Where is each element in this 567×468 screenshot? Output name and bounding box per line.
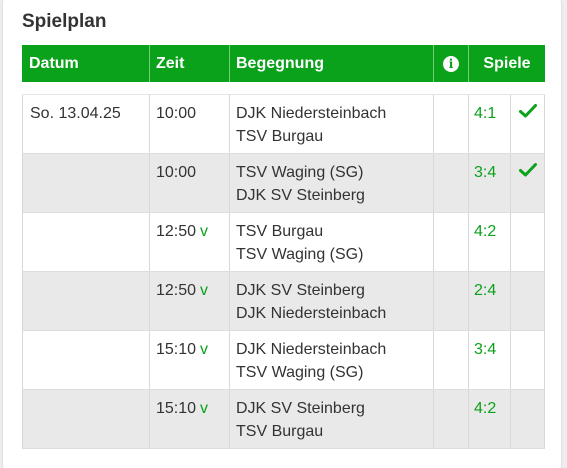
schedule-table: Datum Zeit Begegnung i Spiele So. 13.04.…: [22, 45, 545, 449]
cell-datum: [22, 154, 149, 212]
away-team: TSV Burgau: [236, 128, 324, 145]
cell-score[interactable]: 4:2: [468, 213, 510, 271]
away-team: DJK Niedersteinbach: [236, 305, 387, 322]
cell-zeit: 12:50 v: [149, 213, 229, 271]
table-row[interactable]: 10:00 TSV Waging (SG) DJK SV Steinberg 3:…: [22, 154, 545, 213]
header-spiele: Spiele: [468, 45, 545, 82]
checkmark-icon: [518, 104, 537, 118]
table-row[interactable]: So. 13.04.25 10:00 DJK Niedersteinbach TS…: [22, 95, 545, 154]
cell-begegnung: TSV Waging (SG) DJK SV Steinberg: [229, 154, 433, 212]
table-body: So. 13.04.25 10:00 DJK Niedersteinbach TS…: [22, 95, 545, 449]
time-label: 15:10: [156, 400, 197, 417]
cell-score[interactable]: 4:2: [468, 390, 510, 448]
cell-datum: So. 13.04.25: [22, 95, 149, 153]
table-row[interactable]: 15:10 v DJK SV Steinberg TSV Burgau 4:2: [22, 390, 545, 449]
away-team: TSV Waging (SG): [236, 364, 364, 381]
cell-begegnung: DJK Niedersteinbach TSV Burgau: [229, 95, 433, 153]
cell-status: [510, 154, 545, 212]
table-row[interactable]: 12:50 v DJK SV Steinberg DJK Niedersteinba…: [22, 272, 545, 331]
header-begegnung: Begegnung: [229, 45, 433, 82]
schedule-card: Spielplan Datum Zeit Begegnung i Spiele …: [3, 0, 561, 468]
cell-status: [510, 390, 545, 448]
cell-score[interactable]: 3:4: [468, 154, 510, 212]
cell-score[interactable]: 4:1: [468, 95, 510, 153]
cell-datum: [22, 331, 149, 389]
cell-info: [433, 213, 468, 271]
time-label: 10:00: [156, 164, 197, 181]
table-header: Datum Zeit Begegnung i Spiele: [22, 45, 545, 82]
cell-zeit: 10:00: [149, 95, 229, 153]
info-icon[interactable]: i: [443, 55, 459, 72]
away-team: DJK SV Steinberg: [236, 187, 365, 204]
away-team: TSV Waging (SG): [236, 246, 364, 263]
cell-zeit: 15:10 v: [149, 390, 229, 448]
cell-info: [433, 95, 468, 153]
cell-begegnung: DJK Niedersteinbach TSV Waging (SG): [229, 331, 433, 389]
header-info[interactable]: i: [433, 45, 468, 82]
cell-status: [510, 95, 545, 153]
cell-info: [433, 154, 468, 212]
cell-zeit: 12:50 v: [149, 272, 229, 330]
header-spacer: [22, 82, 545, 95]
time-label: 12:50: [156, 223, 197, 240]
cell-zeit: 15:10 v: [149, 331, 229, 389]
cell-info: [433, 272, 468, 330]
home-team: DJK Niedersteinbach: [236, 105, 387, 122]
home-team: DJK SV Steinberg: [236, 282, 365, 299]
away-team: TSV Burgau: [236, 423, 324, 440]
home-team: TSV Waging (SG): [236, 164, 364, 181]
cell-status: [510, 331, 545, 389]
home-team: DJK SV Steinberg: [236, 400, 365, 417]
cell-status: [510, 272, 545, 330]
header-datum: Datum: [29, 54, 79, 72]
table-row[interactable]: 12:50 v TSV Burgau TSV Waging (SG) 4:2: [22, 213, 545, 272]
vorlaeufig-marker: v: [200, 400, 209, 417]
home-team: DJK Niedersteinbach: [236, 341, 387, 358]
time-label: 15:10: [156, 341, 197, 358]
cell-score[interactable]: 2:4: [468, 272, 510, 330]
time-label: 10:00: [156, 105, 197, 122]
cell-datum: [22, 213, 149, 271]
page-title: Spielplan: [22, 11, 107, 32]
time-label: 12:50: [156, 282, 197, 299]
cell-info: [433, 390, 468, 448]
header-zeit: Zeit: [149, 45, 229, 82]
vorlaeufig-marker: v: [200, 282, 209, 299]
table-row[interactable]: 15:10 v DJK Niedersteinbach TSV Waging (SG…: [22, 331, 545, 390]
cell-zeit: 10:00: [149, 154, 229, 212]
cell-begegnung: DJK SV Steinberg TSV Burgau: [229, 390, 433, 448]
cell-datum: [22, 390, 149, 448]
home-team: TSV Burgau: [236, 223, 324, 240]
cell-info: [433, 331, 468, 389]
cell-datum: [22, 272, 149, 330]
cell-status: [510, 213, 545, 271]
checkmark-icon: [518, 163, 537, 177]
cell-begegnung: DJK SV Steinberg DJK Niedersteinbach: [229, 272, 433, 330]
cell-score[interactable]: 3:4: [468, 331, 510, 389]
vorlaeufig-marker: v: [200, 223, 209, 240]
cell-begegnung: TSV Burgau TSV Waging (SG): [229, 213, 433, 271]
vorlaeufig-marker: v: [200, 341, 209, 358]
